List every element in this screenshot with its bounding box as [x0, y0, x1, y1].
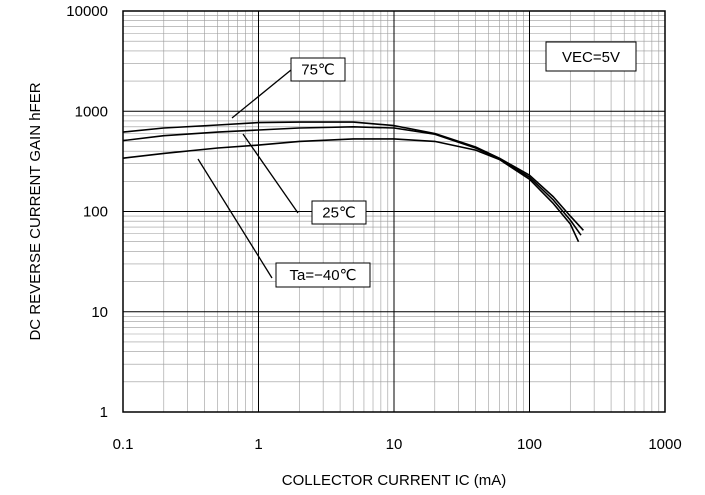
- y-tick-labels: 1 10 100 1000 10000: [66, 3, 108, 421]
- y-tick-label: 100: [83, 204, 108, 221]
- series-group: [122, 121, 584, 243]
- condition-box: [545, 41, 637, 72]
- plot-frame: [122, 10, 666, 413]
- y-tick-label: 1000: [75, 103, 108, 120]
- x-tick-label: 100: [517, 436, 542, 453]
- annotation-label-25c: 25℃: [322, 205, 356, 222]
- annotation-box-75c: [290, 57, 346, 82]
- annotations-group: 75℃ 25℃ Ta=−40℃: [197, 57, 371, 288]
- x-tick-labels: 0.1 1 10 100 1000: [113, 436, 682, 453]
- annotation-box-m40c: [275, 262, 371, 288]
- annotation-label-75c: 75℃: [301, 62, 335, 79]
- y-tick-label: 10000: [66, 3, 108, 20]
- x-tick-label: 1: [254, 436, 262, 453]
- series-line-2: [122, 138, 580, 243]
- series-line-1: [122, 126, 582, 236]
- y-tick-label: 1: [100, 404, 108, 421]
- annotation-leader-m40c: [197, 158, 273, 279]
- annotation-box-25c: [311, 200, 367, 225]
- x-tick-label: 1000: [648, 436, 681, 453]
- y-tick-label: 10: [91, 304, 108, 321]
- annotation-leader-75c: [231, 69, 292, 119]
- annotation-label-m40c: Ta=−40℃: [290, 267, 357, 284]
- y-axis-title: DC REVERSE CURRENT GAIN hFER: [27, 82, 44, 340]
- x-tick-label: 0.1: [113, 436, 134, 453]
- annotation-leader-25c: [242, 133, 299, 214]
- x-axis-title: COLLECTOR CURRENT IC (mA): [282, 472, 506, 489]
- condition-label: VEC=5V: [562, 49, 620, 66]
- x-tick-label: 10: [386, 436, 403, 453]
- major-grid: [123, 11, 665, 412]
- series-line-0: [122, 121, 584, 231]
